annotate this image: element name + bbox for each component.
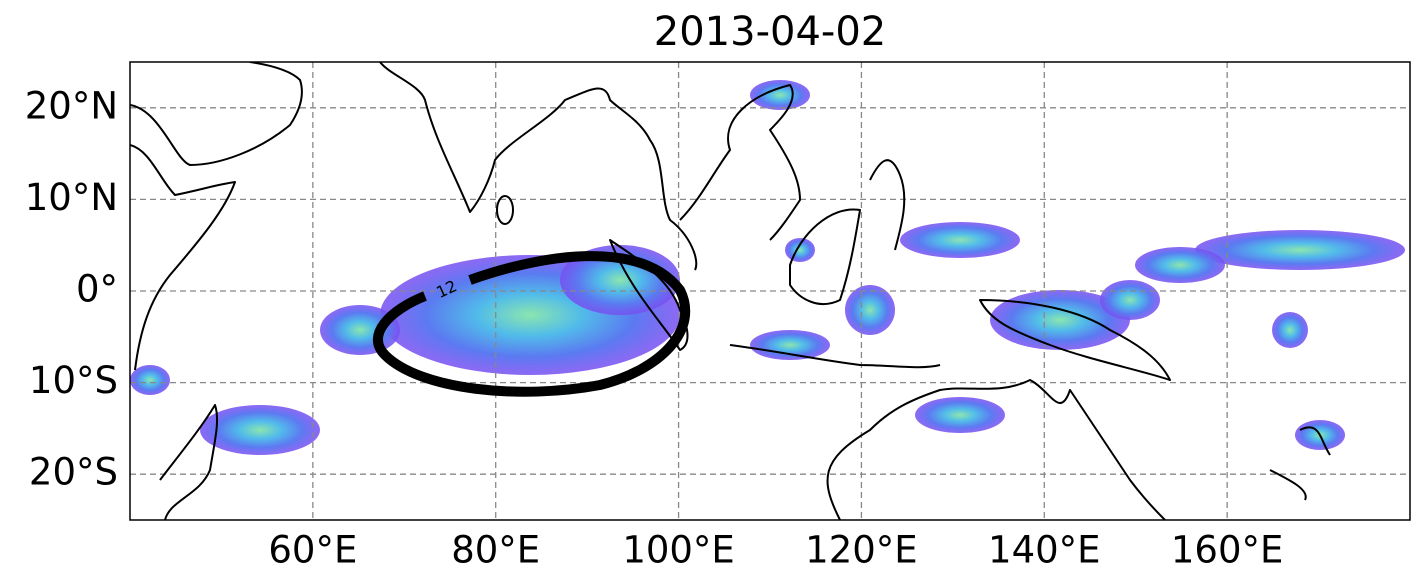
map-title: 2013-04-02 [654,9,886,55]
axis-labels: 60°E 80°E 100°E 120°E 140°E 160°E 20°N 10°N 0° 10… [25,84,1284,571]
x-tick-label: 140°E [988,529,1101,572]
coastlines [130,62,1331,520]
contour-line [372,251,691,397]
y-tick-label: 0° [76,268,118,311]
y-tick-label: 10°S [29,359,118,402]
x-tick-label: 160°E [1171,529,1284,572]
y-tick-label: 20°N [25,84,118,127]
map-frame [129,61,1411,521]
x-tick-label: 60°E [268,529,357,572]
x-tick-label: 100°E [622,529,735,572]
x-tick-label: 120°E [805,529,918,572]
y-tick-label: 10°N [25,176,118,219]
plot-area: 12 [130,62,1410,520]
graticule [130,62,1410,520]
y-tick-label: 20°S [29,451,118,494]
rainfall-field [130,80,1405,455]
x-tick-label: 80°E [451,529,540,572]
